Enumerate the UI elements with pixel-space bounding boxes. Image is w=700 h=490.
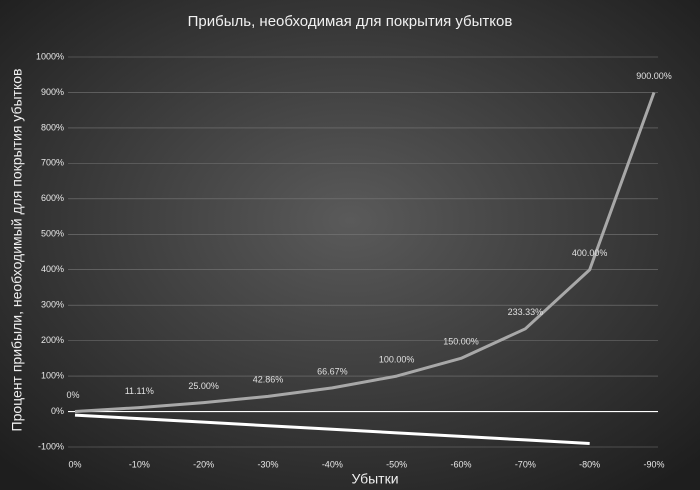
x-tick-label: -60% [450, 459, 471, 469]
y-tick-label: 200% [41, 335, 64, 345]
y-tick-label: 800% [41, 122, 64, 132]
data-label: 900.00% [636, 71, 672, 81]
y-tick-label: 0% [51, 406, 64, 416]
x-tick-label: -90% [643, 459, 664, 469]
y-tick-label: 900% [41, 87, 64, 97]
x-tick-label: -40% [322, 459, 343, 469]
x-tick-label: -20% [193, 459, 214, 469]
y-tick-label: 500% [41, 229, 64, 239]
y-tick-label: -100% [38, 441, 64, 451]
data-label: 0% [66, 390, 79, 400]
data-line [74, 413, 590, 445]
data-label: 11.11% [125, 386, 154, 396]
data-label: 66.67% [317, 366, 348, 376]
data-label: 25.00% [188, 381, 219, 391]
data-label: 150.00% [443, 337, 479, 347]
data-label: 400.00% [572, 248, 608, 258]
chart-title: Прибыль, необходимая для покрытия убытко… [188, 13, 513, 30]
x-axis-label: Убытки [351, 471, 398, 487]
y-tick-label: 600% [41, 193, 64, 203]
y-tick-label: 300% [41, 300, 64, 310]
data-label: 233.33% [508, 307, 544, 317]
y-tick-label: 100% [41, 370, 64, 380]
x-tick-label: -30% [257, 459, 278, 469]
x-tick-label: 0% [68, 459, 81, 469]
data-line [74, 91, 656, 414]
y-tick-label: 400% [41, 264, 64, 274]
data-label: 42.86% [253, 375, 284, 385]
y-axis-label: Процент прибыли, необходимый для покрыти… [9, 69, 25, 432]
y-tick-label: 700% [41, 158, 64, 168]
x-tick-label: -10% [129, 459, 150, 469]
x-tick-label: -70% [515, 459, 536, 469]
y-tick-label: 1000% [36, 51, 64, 61]
data-label: 100.00% [379, 354, 415, 364]
x-tick-label: -80% [579, 459, 600, 469]
x-tick-label: -50% [386, 459, 407, 469]
